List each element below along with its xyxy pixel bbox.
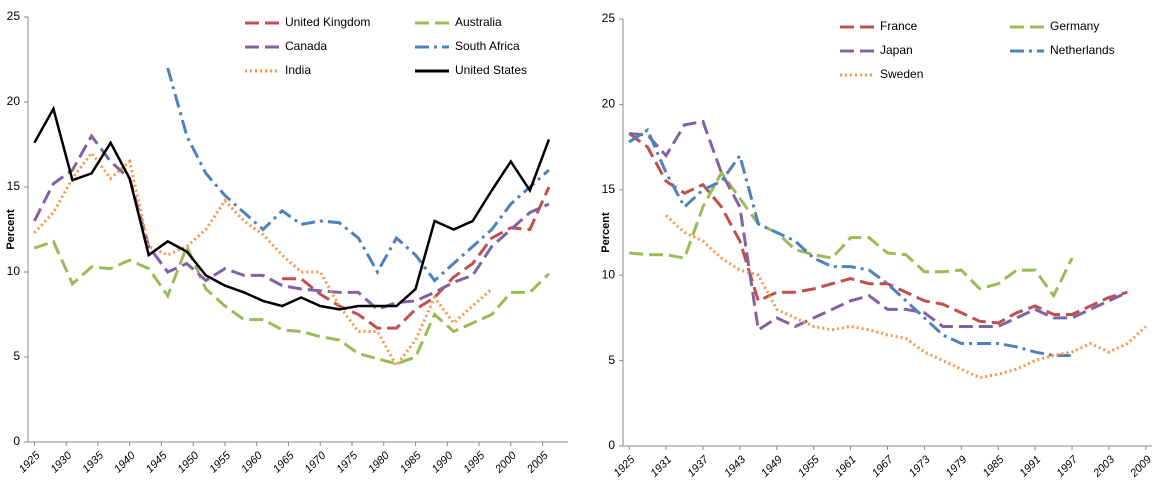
x-tick-label: 1980 <box>366 449 392 475</box>
legend-label: Germany <box>1050 19 1099 33</box>
series-line <box>33 105 551 311</box>
x-tick-label: 1931 <box>648 454 674 480</box>
y-tick-label: 0 <box>608 438 615 452</box>
series-line <box>629 119 1129 333</box>
x-tick-label: 1990 <box>430 449 456 475</box>
x-tick-label: 1940 <box>112 449 138 475</box>
x-tick-label: 1973 <box>907 453 933 479</box>
x-tick-label: 1967 <box>870 453 896 479</box>
x-tick-label: 1925 <box>17 449 43 475</box>
legend-label: Australia <box>455 15 502 29</box>
y-tick-label: 25 <box>602 11 616 25</box>
x-tick-label: 1935 <box>80 449 106 475</box>
legend-label: United Kingdom <box>285 15 370 29</box>
x-tick-label: 1965 <box>271 449 297 475</box>
x-tick-label: 2000 <box>492 449 519 476</box>
series-line <box>629 169 1074 299</box>
series-line <box>166 67 550 283</box>
y-tick-label: 15 <box>7 179 21 193</box>
y-tick-label: 15 <box>602 182 616 196</box>
series-line <box>282 186 551 330</box>
series-line <box>33 150 493 369</box>
x-tick-label: 1960 <box>239 449 265 475</box>
x-tick-label: 2005 <box>524 449 551 476</box>
x-tick-label: 2003 <box>1091 453 1118 480</box>
legend-label: Netherlands <box>1050 43 1115 57</box>
x-tick-label: 1991 <box>1018 454 1044 480</box>
series-line <box>33 133 550 312</box>
x-tick-label: 1925 <box>612 453 638 479</box>
legend-label: Japan <box>880 43 913 57</box>
x-tick-label: 1979 <box>944 454 970 480</box>
y-tick-label: 25 <box>7 9 21 23</box>
y-tick-label: 10 <box>602 267 616 281</box>
x-tick-label: 1943 <box>722 453 748 479</box>
x-tick-label: 1995 <box>461 449 487 475</box>
x-tick-label: 1949 <box>759 454 785 480</box>
x-tick-label: 1955 <box>207 449 233 475</box>
series-line <box>628 127 1073 357</box>
x-tick-label: 1937 <box>685 453 711 479</box>
y-tick-label: 5 <box>608 353 615 367</box>
y-tick-label: 20 <box>602 97 616 111</box>
x-tick-label: 1961 <box>833 454 859 480</box>
series-line <box>665 214 1147 380</box>
y-tick-label: 20 <box>7 94 21 108</box>
legend-label: India <box>285 63 311 77</box>
x-tick-label: 1985 <box>398 449 424 475</box>
x-tick-label: 1950 <box>176 449 202 475</box>
legend-label: South Africa <box>455 39 520 53</box>
y-tick-label: 10 <box>7 264 21 278</box>
x-tick-label: 1930 <box>48 449 74 475</box>
legend-label: United States <box>455 63 527 77</box>
legend-label: Sweden <box>880 67 923 81</box>
y-axis-label: Percent <box>600 212 612 253</box>
x-tick-label: 1955 <box>796 453 822 479</box>
y-tick-label: 5 <box>13 349 20 363</box>
x-tick-label: 1985 <box>981 453 1007 479</box>
x-tick-label: 1997 <box>1054 453 1080 479</box>
x-tick-label: 1975 <box>334 449 360 475</box>
y-tick-label: 0 <box>13 434 20 448</box>
series-line <box>33 239 550 366</box>
x-tick-label: 2009 <box>1128 454 1155 481</box>
legend-label: France <box>880 19 918 33</box>
x-tick-label: 1945 <box>144 449 170 475</box>
x-tick-label: 1970 <box>303 449 329 475</box>
legend-label: Canada <box>285 39 327 53</box>
y-axis-label: Percent <box>5 209 17 250</box>
